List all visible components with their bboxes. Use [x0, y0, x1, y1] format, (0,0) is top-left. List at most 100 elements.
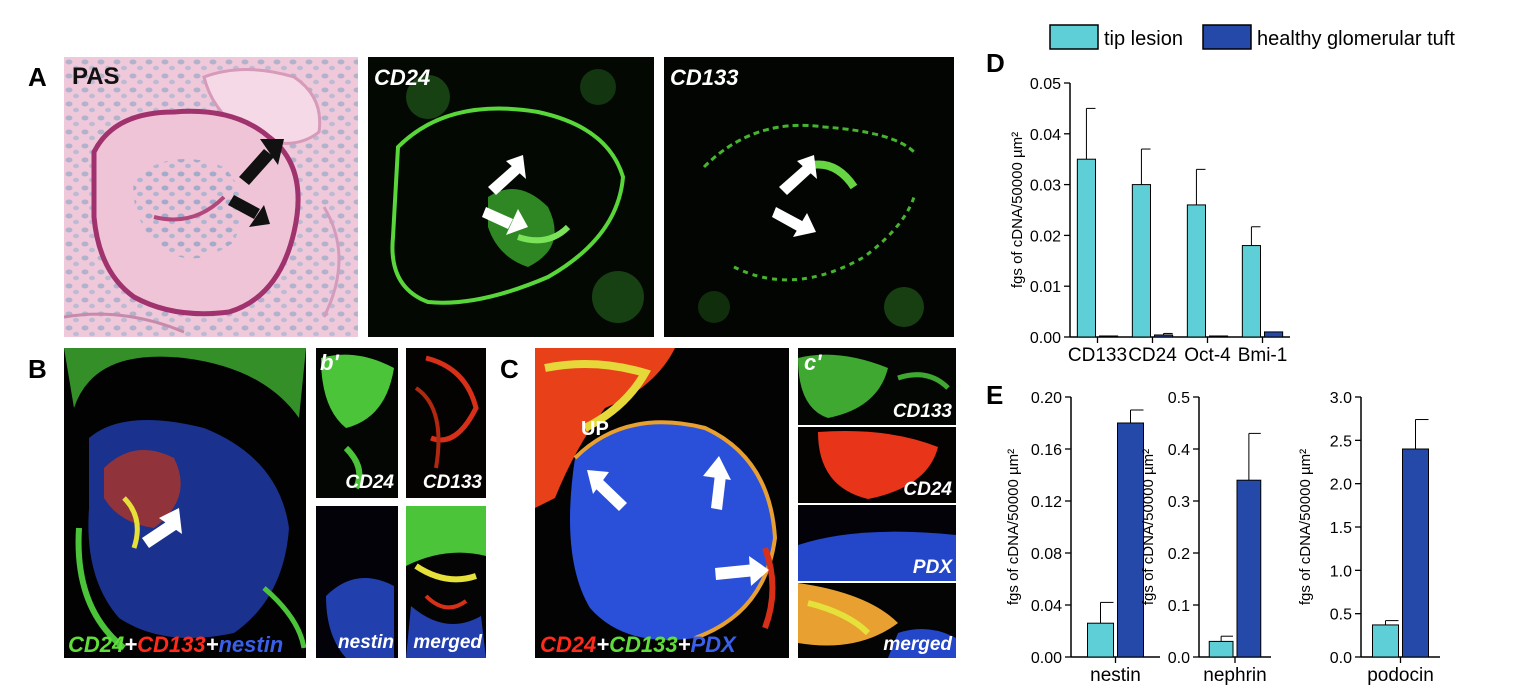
y-tick-label: 0.00: [1030, 330, 1061, 347]
bar: [1208, 640, 1234, 658]
bar: [1241, 245, 1261, 338]
y-tick-label: 0.01: [1030, 279, 1061, 296]
panel-letter-b: B: [28, 354, 47, 384]
y-tick-label: 0.05: [1030, 76, 1061, 93]
y-tick-label: 0.0: [1330, 650, 1352, 667]
b-merged-micrograph: [64, 348, 306, 658]
b-prime-letter: b': [320, 350, 339, 375]
bar: [1076, 158, 1096, 338]
c-prime-letter: c': [804, 350, 822, 375]
y-tick-label: 0.00: [1031, 650, 1062, 667]
arrow-icon: [587, 456, 769, 586]
c-prime-tile-label: CD24: [903, 479, 952, 500]
y-tick-label: 0.02: [1030, 228, 1061, 245]
y-tick-label: 0.20: [1031, 390, 1062, 407]
y-tick-label: 0.12: [1031, 494, 1062, 511]
panel-letter-c: C: [500, 354, 519, 384]
c-caption-part: CD24: [540, 632, 597, 657]
b-prime-cd133-tile: CD133: [406, 348, 486, 498]
bar: [1236, 479, 1262, 658]
b-caption-part: CD133: [137, 632, 206, 657]
arrow-icon: [142, 508, 182, 548]
y-tick-label: 2.0: [1330, 477, 1352, 494]
pas-label: PAS: [72, 63, 120, 90]
y-tick-label: 1.0: [1330, 563, 1352, 580]
y-tick-label: 0.1: [1168, 598, 1190, 615]
c-prime-merged-tile: merged: [798, 583, 956, 658]
pas-tissue-drawing: [64, 57, 358, 337]
c-caption-part: +: [677, 632, 691, 657]
y-tick-label: 0.04: [1030, 127, 1061, 144]
bar: [1087, 622, 1114, 658]
panel-letter-a: A: [28, 62, 47, 92]
b-caption-part: nestin: [218, 632, 284, 657]
bar: [1186, 204, 1206, 338]
x-tick-label: Oct-4: [1184, 345, 1231, 366]
y-tick-label: 0.5: [1168, 390, 1190, 407]
legend-swatch: [1049, 24, 1099, 50]
x-tick-label: CD24: [1128, 345, 1177, 366]
y-tick-label: 1.5: [1330, 520, 1352, 537]
bar: [1209, 335, 1229, 338]
cd133-micrograph: CD133: [664, 57, 954, 337]
y-tick-label: 0.2: [1168, 546, 1190, 563]
y-tick-label: 0.08: [1031, 546, 1062, 563]
cd24-label: CD24: [374, 65, 431, 90]
c-prime-cd133-tile: c' CD133: [798, 348, 956, 425]
b-caption-part: +: [124, 632, 138, 657]
x-tick-label: nestin: [1090, 665, 1141, 686]
x-tick-label: podocin: [1367, 665, 1434, 686]
b-prime-merged-tile: merged: [406, 506, 486, 658]
arrow-icon: [482, 155, 528, 235]
bar: [1131, 184, 1151, 338]
b-merged-drawing: [64, 348, 306, 651]
y-tick-label: 3.0: [1330, 390, 1352, 407]
panel-letter-e: E: [986, 380, 1004, 410]
b-prime-tile-label: nestin: [338, 632, 394, 653]
y-tick-label: 0.3: [1168, 494, 1190, 511]
b-prime-cd24-tile: b' CD24: [316, 348, 398, 498]
cd24-fluorescence-drawing: [390, 69, 644, 323]
c-caption-part: CD133: [609, 632, 678, 657]
b-prime-tile-label: CD133: [422, 472, 482, 493]
b-caption-part: +: [205, 632, 219, 657]
pas-micrograph: PAS: [64, 57, 358, 337]
legend-label: healthy glomerular tuft: [1257, 28, 1455, 50]
panel-letter-d: D: [986, 48, 1005, 78]
x-tick-label: Bmi-1: [1238, 345, 1288, 366]
y-tick-label: 0.4: [1168, 442, 1190, 459]
y-tick-label: 2.5: [1330, 433, 1352, 450]
x-tick-label: nephrin: [1203, 665, 1266, 686]
x-tick-label: CD133: [1068, 345, 1127, 366]
b-prime-tile-label: merged: [413, 632, 482, 653]
cd133-fluorescence-drawing: [698, 123, 924, 327]
c-merged-micrograph: UP: [535, 348, 789, 658]
b-stain-caption: CD24+CD133+nestin: [68, 632, 283, 658]
bar: [1099, 335, 1119, 338]
bar: [1372, 624, 1399, 658]
c-prime-tile-label: CD133: [892, 401, 952, 422]
c-prime-pdx-tile: PDX: [798, 505, 956, 581]
y-tick-label: 0.16: [1031, 442, 1062, 459]
y-axis-label: fgs of cDNA/50000 µm²: [1297, 449, 1314, 605]
cd24-micrograph: CD24: [368, 57, 654, 337]
bar: [1154, 334, 1174, 338]
y-axis-label: fgs of cDNA/50000 µm²: [1140, 449, 1157, 605]
b-caption-part: CD24: [68, 632, 125, 657]
c-prime-cd24-tile: CD24: [798, 427, 956, 503]
c-merged-drawing: [535, 348, 778, 640]
up-label: UP: [581, 418, 609, 440]
y-axis-label: fgs of cDNA/50000 µm²: [1009, 132, 1026, 288]
y-axis-label: fgs of cDNA/50000 µm²: [1005, 449, 1022, 605]
cd133-label: CD133: [670, 65, 739, 90]
c-prime-tile-label: PDX: [912, 557, 952, 578]
b-prime-tile-label: CD24: [345, 472, 394, 493]
y-tick-label: 0.04: [1031, 598, 1062, 615]
y-tick-label: 0.5: [1330, 607, 1352, 624]
c-caption-part: +: [596, 632, 610, 657]
y-tick-label: 0.03: [1030, 178, 1061, 195]
c-stain-caption: CD24+CD133+PDX: [540, 632, 736, 658]
c-prime-tile-label: merged: [883, 634, 952, 655]
legend-swatch: [1202, 24, 1252, 50]
